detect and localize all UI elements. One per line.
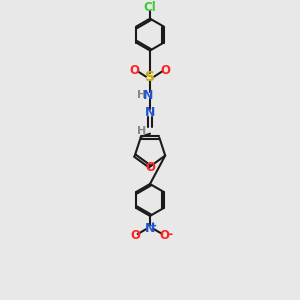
Text: N: N	[143, 89, 154, 102]
Text: N: N	[145, 106, 155, 119]
Text: -: -	[167, 228, 172, 241]
Text: H: H	[137, 90, 147, 100]
Text: O: O	[145, 161, 155, 174]
Text: +: +	[149, 221, 157, 231]
Text: H: H	[137, 126, 147, 136]
Text: O: O	[130, 64, 140, 76]
Text: Cl: Cl	[144, 1, 156, 14]
Text: O: O	[130, 229, 140, 242]
Text: O: O	[160, 64, 170, 76]
Text: O: O	[160, 229, 170, 242]
Text: N: N	[145, 223, 155, 236]
Text: S: S	[145, 70, 155, 84]
